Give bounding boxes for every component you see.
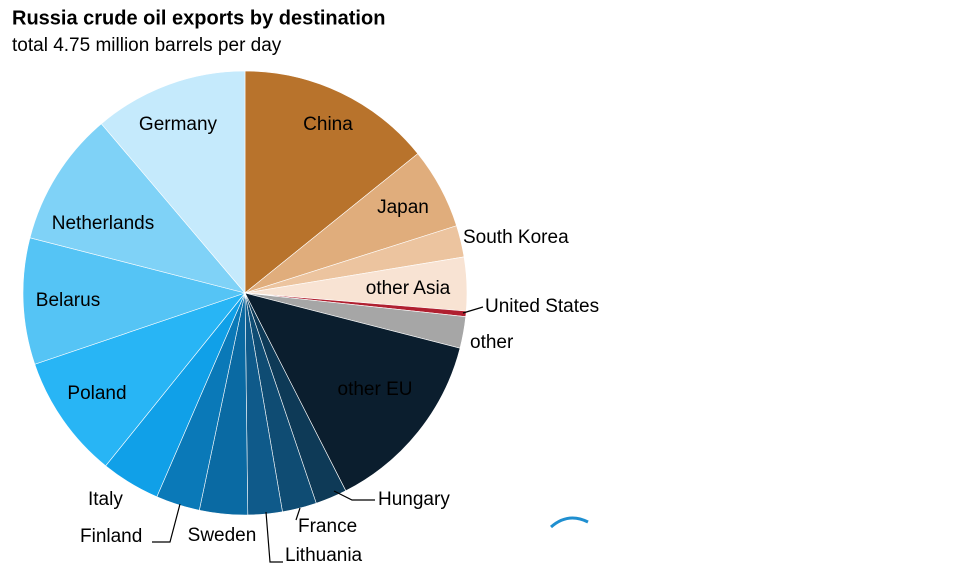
slice-label: other	[470, 332, 514, 353]
slice-label: Lithuania	[285, 545, 363, 566]
slice-label: China	[303, 114, 353, 135]
slice-label: Italy	[88, 489, 123, 510]
slice-label: France	[298, 516, 357, 537]
slice	[34, 292, 246, 467]
slice-label: Finland	[80, 526, 142, 547]
slice-label: Japan	[377, 197, 429, 218]
leader-line	[462, 306, 484, 314]
leader-line	[265, 511, 283, 563]
slice-label: other EU	[338, 379, 413, 400]
leader-line	[333, 490, 375, 501]
slice	[22, 237, 247, 365]
leader-line	[152, 503, 181, 543]
slice-label: Netherlands	[52, 213, 154, 234]
slice	[29, 123, 246, 294]
slices	[22, 70, 468, 516]
slice	[244, 292, 461, 492]
chart-title: Russia crude oil exports by destination	[12, 7, 385, 29]
slice-label: Belarus	[36, 290, 100, 311]
slice-label: United States	[485, 296, 599, 317]
slice-label: South Korea	[463, 227, 569, 248]
slice-label: Sweden	[188, 525, 257, 546]
logo-swoosh	[550, 516, 589, 529]
slice	[100, 70, 246, 294]
slice-label: Germany	[139, 114, 218, 135]
slice-label: Hungary	[378, 489, 450, 510]
leader-lines	[152, 306, 484, 563]
slice-label: other Asia	[366, 278, 451, 299]
slice-label: Poland	[67, 383, 126, 404]
slice	[244, 70, 419, 294]
leader-line	[295, 507, 301, 521]
chart-subtitle: total 4.75 million barrels per day	[12, 35, 282, 56]
